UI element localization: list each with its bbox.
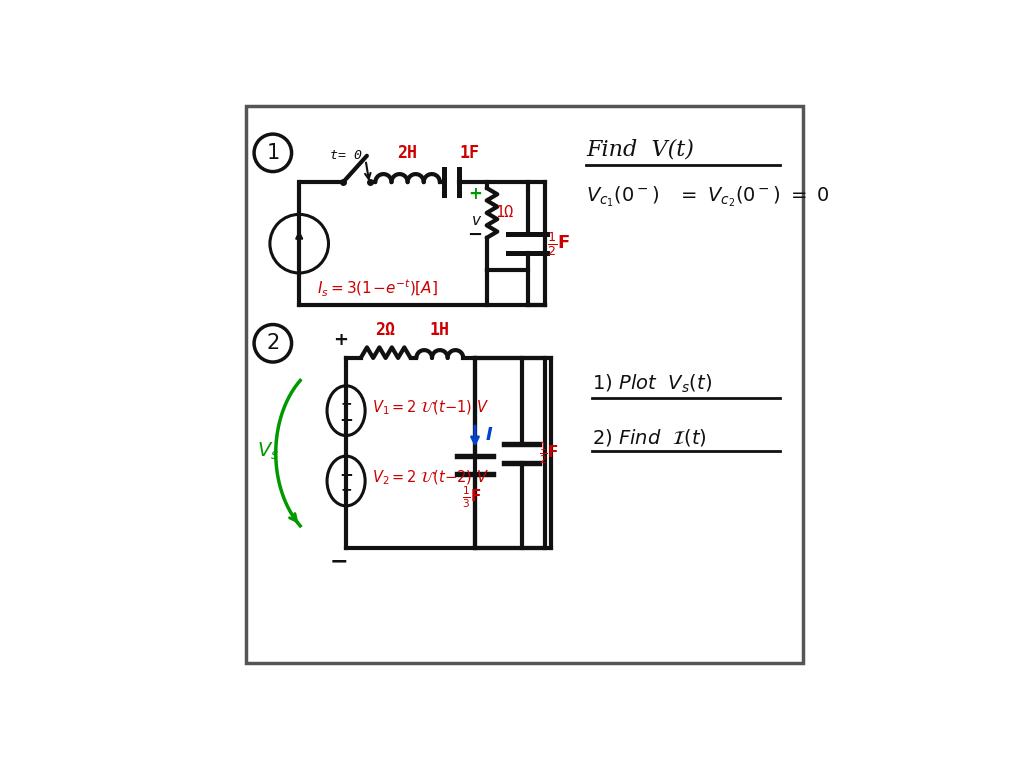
Text: 1: 1 [266, 143, 280, 163]
Text: $\frac{1}{3}$F: $\frac{1}{3}$F [462, 484, 482, 510]
Text: −: − [339, 465, 353, 483]
FancyBboxPatch shape [247, 106, 803, 663]
Text: 2H: 2H [397, 144, 418, 161]
Text: $\frac{1}{2}$F: $\frac{1}{2}$F [540, 441, 559, 466]
Text: −: − [330, 551, 348, 572]
Text: −: − [467, 226, 482, 244]
Text: +: + [333, 331, 348, 349]
Text: $=\ V_{c_2}(0^-)\ =\ 0$: $=\ V_{c_2}(0^-)\ =\ 0$ [677, 184, 830, 209]
Text: 1F: 1F [459, 144, 479, 161]
Text: $V_1= 2\ \mathcal{U}(t{-}1)\ V$: $V_1= 2\ \mathcal{U}(t{-}1)\ V$ [373, 399, 489, 417]
Text: +: + [340, 396, 352, 411]
Text: I: I [485, 426, 493, 444]
Text: +: + [340, 482, 352, 497]
Text: $\frac{1}{2}$F: $\frac{1}{2}$F [547, 230, 570, 257]
Text: 2: 2 [266, 333, 280, 353]
Text: $V_2= 2\ \mathcal{U}(t{-}2)\ V$: $V_2= 2\ \mathcal{U}(t{-}2)\ V$ [373, 469, 489, 487]
Text: 2Ω: 2Ω [376, 321, 395, 339]
Text: $\mathit{I_s}= 3(1\!-\!e^{-t})[A]$: $\mathit{I_s}= 3(1\!-\!e^{-t})[A]$ [316, 279, 438, 299]
Text: v: v [472, 213, 480, 228]
Text: $V_{c_1}(0^-)$: $V_{c_1}(0^-)$ [587, 184, 659, 209]
Text: Find  V(t): Find V(t) [587, 139, 694, 161]
Text: $V_s$: $V_s$ [257, 441, 280, 463]
Text: +: + [468, 185, 482, 203]
Text: $2)\ \mathit{Find}\ \ \mathcal{I}(t)$: $2)\ \mathit{Find}\ \ \mathcal{I}(t)$ [592, 427, 707, 447]
Text: $1)\ \mathit{Plot}\ \ V_s(t)$: $1)\ \mathit{Plot}\ \ V_s(t)$ [592, 373, 712, 396]
Text: 1Ω: 1Ω [496, 205, 514, 221]
Text: −: − [339, 410, 353, 428]
Text: 1H: 1H [430, 321, 450, 339]
Text: t= 0: t= 0 [330, 148, 362, 161]
